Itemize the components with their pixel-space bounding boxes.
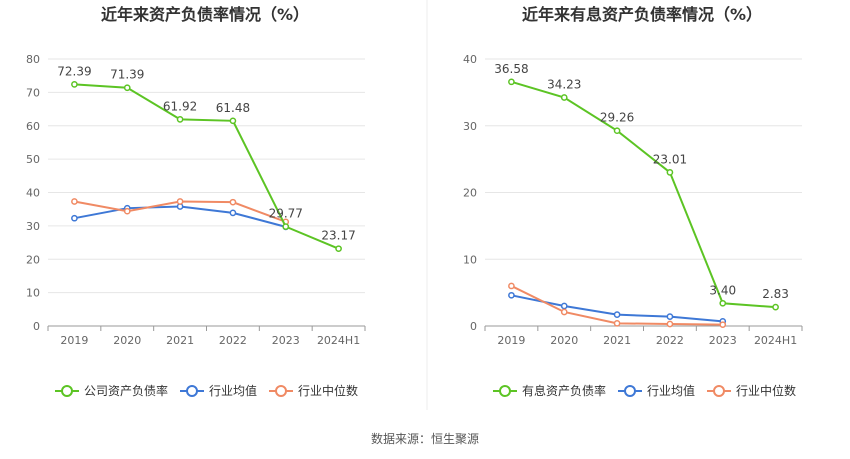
data-point <box>508 78 515 86</box>
data-point <box>335 245 342 253</box>
y-tick-label: 30 <box>26 220 40 233</box>
data-point <box>282 223 290 230</box>
legend-item[interactable]: 行业中位数 <box>707 383 796 398</box>
data-point <box>71 198 78 205</box>
debt-ratio-chart: 近年来资产负债率情况（%） 0 10 20 30 40 50 60 70 80 2019 2020 20… <box>26 5 366 398</box>
legend-marker-icon <box>713 385 725 397</box>
y-tick-label: 0 <box>33 320 40 333</box>
y-tick-label: 70 <box>26 86 40 99</box>
data-point <box>71 81 78 88</box>
data-point <box>229 209 237 217</box>
data-point <box>613 319 621 327</box>
data-label: 34.23 <box>547 78 581 92</box>
data-label: 29.26 <box>600 111 634 125</box>
y-tick-label: 20 <box>26 253 40 266</box>
data-source-note: 数据来源：恒生聚源 <box>370 432 479 446</box>
y-tick-label: 80 <box>26 53 40 66</box>
x-tick-label: 2024H1 <box>317 334 360 347</box>
data-point <box>560 94 568 101</box>
x-tick-label: 2020 <box>550 334 578 347</box>
x-tick-label: 2023 <box>272 334 300 347</box>
data-point <box>508 282 515 290</box>
data-point <box>772 303 779 311</box>
data-point <box>176 115 184 123</box>
x-tick-label: 2022 <box>219 334 247 347</box>
x-tick-label: 2020 <box>113 334 141 347</box>
legend-marker-icon <box>186 385 198 397</box>
series-line <box>511 80 776 309</box>
y-tick-label: 30 <box>463 120 477 133</box>
chart-title: 近年来有息资产负债率情况（%） <box>522 5 762 24</box>
x-tick-label: 2019 <box>497 334 525 347</box>
legend-label: 行业均值 <box>647 383 695 398</box>
y-tick-label: 40 <box>463 53 477 66</box>
legend-label: 行业中位数 <box>736 383 796 398</box>
legend-label: 有息资产负债率 <box>522 383 606 398</box>
x-tick-label: 2019 <box>60 334 88 347</box>
data-point <box>613 311 621 319</box>
data-point <box>229 198 237 206</box>
legend-item[interactable]: 有息资产负债率 <box>493 383 606 398</box>
legend-item[interactable]: 行业均值 <box>180 383 257 398</box>
data-point <box>666 169 674 176</box>
x-tick-label: 2024H1 <box>754 334 797 347</box>
series-line <box>74 83 339 250</box>
y-tick-label: 60 <box>26 120 40 133</box>
data-label: 23.01 <box>653 152 687 166</box>
x-tick-label: 2022 <box>656 334 684 347</box>
data-label: 29.77 <box>269 207 303 221</box>
data-point <box>508 291 515 299</box>
x-tick-label: 2021 <box>603 334 631 347</box>
data-point <box>613 127 621 135</box>
y-tick-label: 10 <box>26 287 40 300</box>
y-tick-label: 20 <box>463 187 477 200</box>
legend-marker-icon <box>499 385 511 397</box>
y-tick-label: 40 <box>26 187 40 200</box>
legend-item[interactable]: 公司资产负债率 <box>55 383 168 398</box>
data-point <box>719 299 727 307</box>
legend-label: 行业均值 <box>209 383 257 398</box>
data-label: 23.17 <box>321 229 355 243</box>
data-label: 61.48 <box>216 101 250 115</box>
data-point <box>123 207 131 215</box>
interest-debt-ratio-chart: 近年来有息资产负债率情况（%） 0 10 20 30 40 2019 2020 2021 2022… <box>463 5 803 398</box>
y-tick-label: 0 <box>470 320 477 333</box>
data-label: 3.40 <box>709 283 736 297</box>
data-point <box>560 302 568 310</box>
chart-title: 近年来资产负债率情况（%） <box>101 5 309 24</box>
legend-marker-icon <box>275 385 287 397</box>
data-point <box>71 214 78 222</box>
data-point <box>666 313 674 321</box>
legend-marker-icon <box>624 385 636 397</box>
legend-label: 公司资产负债率 <box>84 383 168 398</box>
data-label: 71.39 <box>110 68 144 82</box>
legend-marker-icon <box>61 385 73 397</box>
legend-label: 行业中位数 <box>298 383 358 398</box>
y-tick-label: 10 <box>463 253 477 266</box>
x-tick-label: 2023 <box>709 334 737 347</box>
data-point <box>123 84 131 92</box>
data-point <box>176 198 184 205</box>
data-label: 72.39 <box>57 64 91 78</box>
data-point <box>560 308 568 316</box>
data-label: 36.58 <box>494 62 528 76</box>
data-point <box>666 320 674 328</box>
legend-item[interactable]: 行业中位数 <box>269 383 358 398</box>
data-point <box>719 321 727 329</box>
x-tick-label: 2021 <box>166 334 194 347</box>
data-label: 61.92 <box>163 99 197 113</box>
data-label: 2.83 <box>762 287 789 301</box>
data-point <box>229 117 237 125</box>
y-tick-label: 50 <box>26 153 40 166</box>
legend-item[interactable]: 行业均值 <box>618 383 695 398</box>
